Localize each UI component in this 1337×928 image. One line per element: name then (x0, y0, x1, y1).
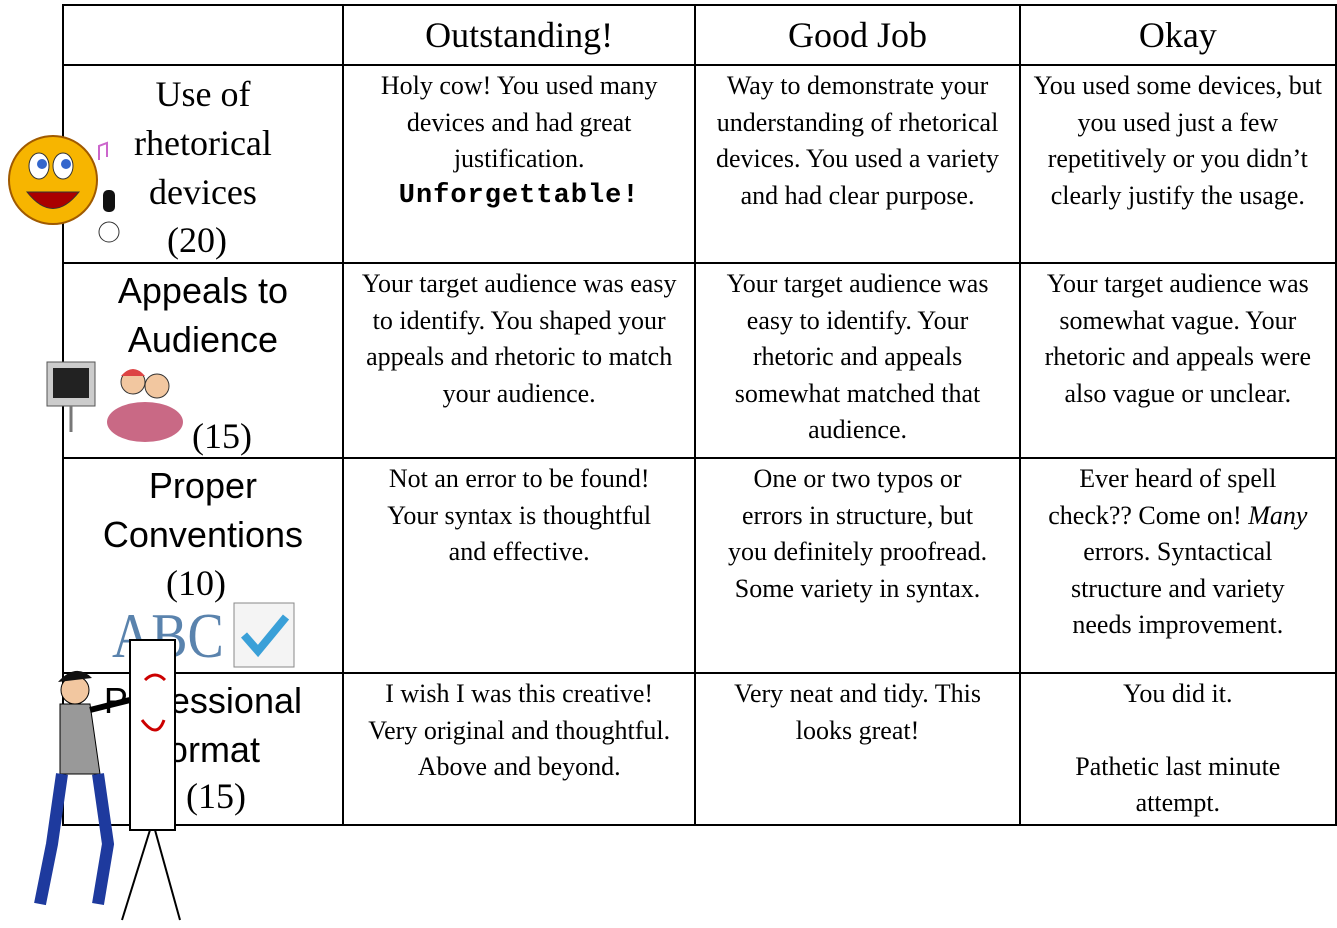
cell-text: Very neat and tidy. This looks great! (734, 679, 982, 745)
row-score: (20) (167, 220, 227, 260)
cell-text: errors. Syntactical structure and variet… (1070, 537, 1285, 639)
cell: Your target audience was easy to identif… (694, 262, 1021, 459)
corner (62, 4, 344, 66)
row-header: Proper Conventions (10) (62, 457, 344, 674)
artist-clipart (34, 639, 181, 921)
cell-emphasis: Unforgettable! (398, 180, 640, 211)
cell-text: Way to demonstrate your understanding of… (716, 71, 1000, 210)
cell: You did it. Pathetic last minute attempt. (1018, 672, 1337, 826)
cell: Not an error to be found! Your syntax is… (341, 457, 697, 674)
row-label: Proper Conventions (102, 465, 304, 555)
row: Proper Conventions (10) Not an error to … (62, 457, 1337, 674)
cell: Ever heard of spell check?? Come on! Man… (1018, 457, 1337, 674)
row: Use of rhetorical devices (20) Holy cow!… (62, 64, 1337, 264)
row-score: (15) (186, 776, 246, 816)
row-header: Appeals to Audience (15) (62, 262, 344, 459)
cell: You used some devices, but you used just… (1018, 64, 1337, 264)
cell-text: One or two typos or errors in structure,… (727, 464, 988, 603)
header-row: Outstanding! Good Job Okay (62, 4, 1337, 66)
column-header: Good Job (694, 4, 1021, 66)
cell-text: I wish I was this creative! Very origina… (368, 679, 671, 781)
cell: One or two typos or errors in structure,… (694, 457, 1021, 674)
cell: Your target audience was easy to identif… (341, 262, 697, 459)
cell: Way to demonstrate your understanding of… (694, 64, 1021, 264)
cell-text: You did it. (1123, 679, 1233, 708)
cell: I wish I was this creative! Very origina… (341, 672, 697, 826)
column-header: Outstanding! (341, 4, 697, 66)
cell: Your target audience was somewhat vague.… (1018, 262, 1337, 459)
cell-text: Not an error to be found! Your syntax is… (387, 464, 652, 566)
row-label: Use of rhetorical devices (133, 74, 272, 212)
cell-text: Your target audience was somewhat vague.… (1044, 269, 1311, 408)
cell-text: Your target audience was easy to identif… (726, 269, 989, 444)
audience-clipart (46, 361, 183, 442)
cell-text: You used some devices, but you used just… (1033, 71, 1323, 210)
cell-text: Ever heard of spell check?? Come on! (1048, 464, 1277, 530)
row-score: (10) (166, 563, 226, 603)
cell: Holy cow! You used many devices and had … (341, 64, 697, 264)
column-header: Okay (1018, 4, 1337, 66)
row-label: Appeals to Audience (117, 270, 289, 360)
cell-text: Your target audience was easy to identif… (361, 269, 677, 408)
cell-emphasis: Many (1248, 500, 1308, 530)
row: Appeals to Audience (15) Your target aud… (62, 262, 1337, 459)
cell-text: Pathetic last minute attempt. (1075, 751, 1281, 818)
row-score: (15) (192, 416, 252, 456)
cell-text: Holy cow! You used many devices and had … (380, 71, 658, 173)
smiley-clipart (8, 135, 120, 243)
rubric-table: Outstanding! Good Job Okay Use of rhetor… (62, 4, 1337, 826)
cell: Very neat and tidy. This looks great! (694, 672, 1021, 826)
row: Professional Format (15) I wish I was th… (62, 672, 1337, 826)
